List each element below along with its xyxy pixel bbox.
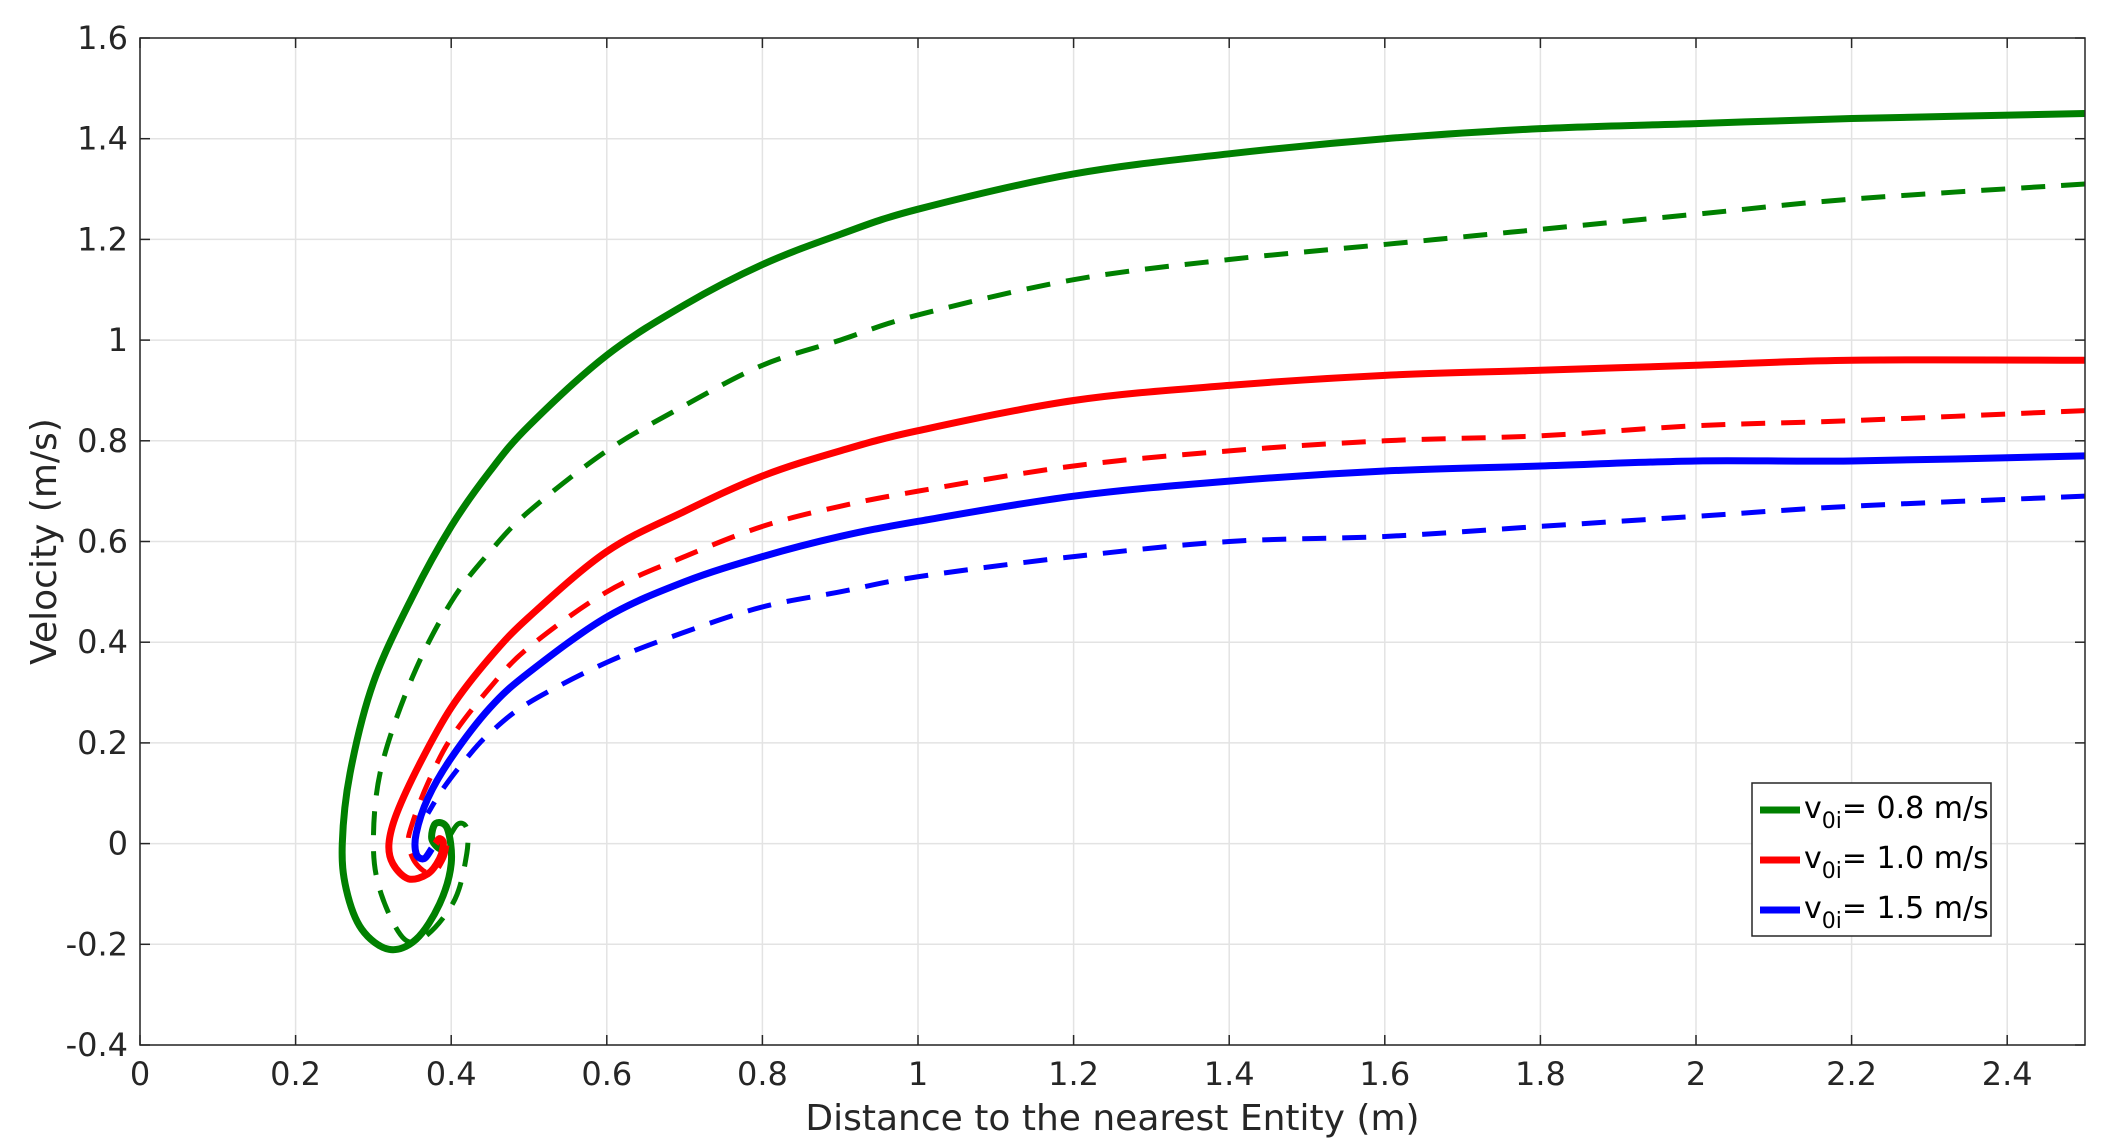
x-tick-label: 2.2: [1826, 1055, 1877, 1093]
series-line-1: [338, 110, 2086, 954]
series-line-6: [425, 493, 2086, 815]
x-tick-label: 0.8: [737, 1055, 788, 1093]
y-tick-label: 0: [108, 825, 128, 863]
y-tick-label: 1.4: [77, 120, 128, 158]
y-tick-label: 0.6: [77, 523, 128, 561]
y-tick-label: 0.8: [77, 422, 128, 460]
y-tick-label: -0.4: [66, 1026, 128, 1064]
x-tick-label: 0.4: [426, 1055, 477, 1093]
x-axis-title: Distance to the nearest Entity (m): [805, 1098, 1419, 1139]
y-tick-label: 1: [108, 321, 128, 359]
series-line-4: [405, 408, 2086, 877]
y-tick-label: 1.6: [77, 19, 128, 57]
x-tick-label: 1.6: [1359, 1055, 1410, 1093]
x-tick-label: 1.8: [1515, 1055, 1566, 1093]
series-line-5: [411, 452, 2086, 863]
y-axis-title: Velocity (m/s): [24, 418, 65, 665]
x-tick-label: 0.2: [270, 1055, 321, 1093]
x-tick-label: 0: [130, 1055, 150, 1093]
legend-label: v0i= 1.5 m/s: [1804, 891, 1989, 934]
series-line-3: [385, 356, 2086, 883]
x-tick-label: 2.4: [1982, 1055, 2033, 1093]
x-tick-label: 1: [908, 1055, 928, 1093]
y-tick-label: -0.2: [66, 925, 128, 963]
series-layer: [338, 110, 2086, 954]
ticks: 0 0.2 0.4 0.6 0.8 1 1.2 1.4 1.6 1.8 2 2.2 2.4 -0.4 -0.…: [66, 19, 2085, 1093]
y-tick-label: 0.4: [77, 623, 128, 661]
x-tick-label: 1.2: [1048, 1055, 1099, 1093]
x-tick-label: 0.6: [581, 1055, 632, 1093]
y-tick-label: 0.2: [77, 724, 128, 762]
legend: v0i= 0.8 m/s v0i= 1.0 m/s v0i= 1.5 m/s: [1751, 782, 1992, 937]
legend-label: v0i= 1.0 m/s: [1804, 841, 1989, 884]
x-tick-label: 2: [1686, 1055, 1706, 1093]
x-tick-label: 1.4: [1204, 1055, 1255, 1093]
legend-label: v0i= 0.8 m/s: [1804, 791, 1989, 834]
y-tick-label: 1.2: [77, 220, 128, 258]
